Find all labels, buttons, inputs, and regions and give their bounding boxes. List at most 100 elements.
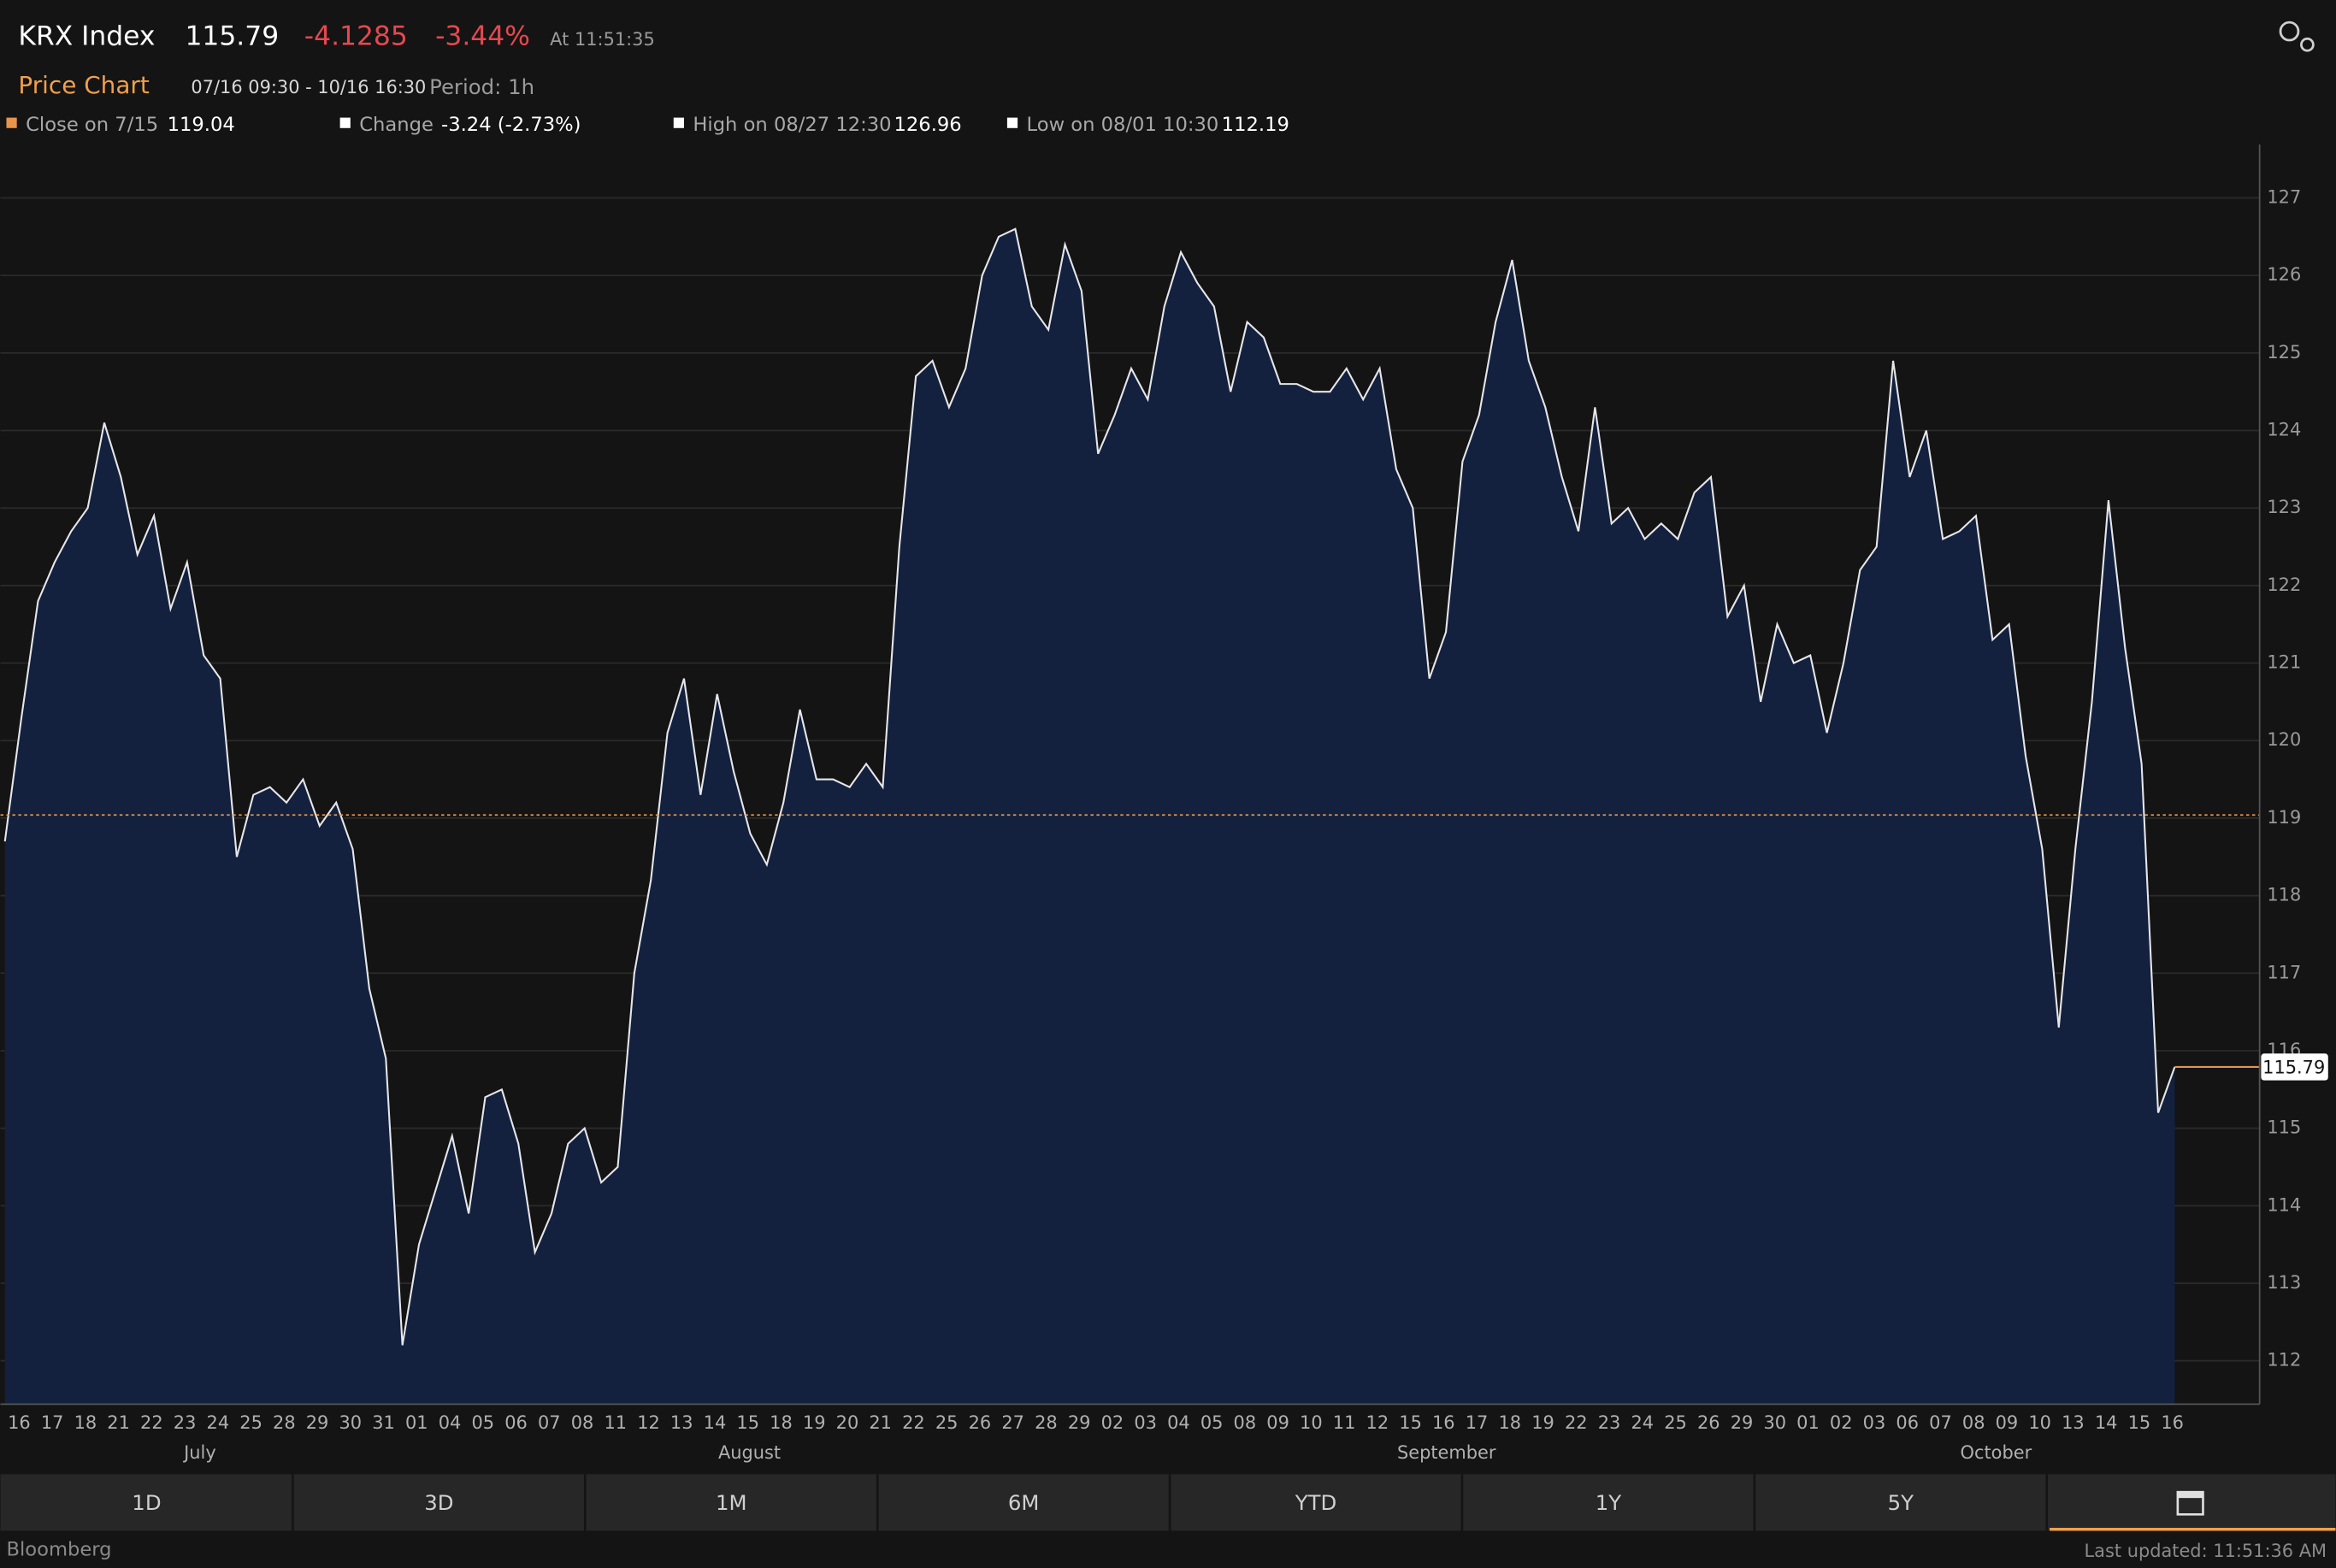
range-button-label[interactable]: 5Y [1888,1490,1914,1515]
x-tick-label: 17 [1466,1412,1489,1433]
x-tick-label: 25 [1664,1412,1687,1433]
chart-label: Price Chart [18,71,149,99]
stat-value: 119.04 [168,114,235,136]
month-label: July [182,1442,216,1463]
x-tick-label: 24 [1631,1412,1654,1433]
brand: Bloomberg [6,1539,111,1561]
x-tick-label: 14 [2095,1412,2118,1433]
x-tick-label: 16 [8,1412,31,1433]
x-tick-label: 02 [1101,1412,1124,1433]
x-tick-label: 15 [736,1412,759,1433]
stat-value: 112.19 [1222,114,1289,136]
x-tick-label: 13 [670,1412,693,1433]
month-label: August [718,1442,781,1463]
x-tick-label: 22 [902,1412,925,1433]
calendar-button[interactable] [2050,1490,2336,1531]
x-tick-label: 01 [405,1412,428,1433]
stat-value: -3.24 (-2.73%) [441,114,581,136]
range-button-label[interactable]: 1D [132,1490,161,1515]
quote-time: At 11:51:35 [550,29,655,50]
x-tick-label: 27 [1001,1412,1024,1433]
x-tick-label: 28 [1035,1412,1058,1433]
x-tick-label: 29 [306,1412,329,1433]
x-tick-label: 04 [439,1412,462,1433]
x-tick-label: 21 [107,1412,130,1433]
x-tick-label: 06 [504,1412,528,1433]
gear [2300,37,2315,52]
y-tick-label: 117 [2267,962,2301,982]
month-label: September [1397,1442,1496,1463]
x-tick-label: 18 [74,1412,97,1433]
x-tick-label: 26 [969,1412,992,1433]
range-button-label[interactable]: 3D [424,1490,453,1515]
y-tick-label: 121 [2267,652,2301,673]
y-tick-label: 125 [2267,342,2301,363]
y-tick-label: 126 [2267,264,2301,285]
pct-change: -3.44% [435,21,530,52]
x-tick-label: 02 [1830,1412,1853,1433]
stat-label: Low on 08/01 10:30 [1027,114,1219,136]
x-tick-label: 30 [1763,1412,1786,1433]
net-change: -4.1285 [304,21,408,52]
x-tick-label: 25 [935,1412,959,1433]
x-tick-label: 28 [273,1412,296,1433]
legend-swatch [339,117,351,128]
legend-swatch [1006,117,1018,128]
x-tick-label: 29 [1068,1412,1091,1433]
legend-swatch [6,117,17,128]
x-tick-label: 16 [1432,1412,1455,1433]
range-button-label[interactable]: 6M [1008,1490,1040,1515]
x-tick-label: 12 [637,1412,660,1433]
range-button-label[interactable]: YTD [1295,1490,1337,1515]
x-tick-label: 18 [770,1412,793,1433]
last-price-tag-label: 115.79 [2262,1058,2325,1078]
x-tick-label: 08 [1234,1412,1257,1433]
x-tick-label: 31 [372,1412,395,1433]
y-tick-label: 123 [2267,497,2301,517]
last-updated: Last updated: 11:51:36 AM [2085,1541,2327,1561]
gear [2279,21,2300,42]
x-tick-label: 08 [571,1412,594,1433]
range-button-label[interactable]: 1Y [1596,1490,1622,1515]
x-tick-label: 12 [1366,1412,1389,1433]
symbol: KRX Index [18,21,155,52]
price-line [3,227,2176,1346]
x-tick-label: 15 [1399,1412,1422,1433]
y-tick-label: 113 [2267,1272,2301,1293]
x-tick-label: 07 [538,1412,561,1433]
x-tick-label: 26 [1697,1412,1720,1433]
period: Period: 1h [429,74,534,99]
legend-swatch [673,117,684,128]
y-tick-label: 120 [2267,729,2301,750]
y-tick-label: 124 [2267,420,2301,440]
month-label: October [1961,1442,2032,1463]
x-tick-label: 13 [2062,1412,2085,1433]
y-tick-label: 114 [2267,1194,2301,1215]
x-tick-label: 16 [2161,1412,2184,1433]
stat-label: Change [359,114,434,136]
x-tick-label: 29 [1731,1412,1754,1433]
x-tick-label: 21 [869,1412,892,1433]
x-tick-label: 10 [2028,1412,2051,1433]
range-bar [0,1474,2336,1531]
x-tick-label: 25 [239,1412,263,1433]
range-button-label[interactable]: 1M [716,1490,747,1515]
settings-icon[interactable] [2279,21,2315,52]
stats-row: Close on 7/15 119.04 Change -3.24 (-2.73%) H… [6,114,1289,136]
x-tick-label: 06 [1896,1412,1919,1433]
y-tick-label: 115 [2267,1117,2301,1138]
x-tick-label: 11 [1333,1412,1356,1433]
x-tick-label: 23 [1598,1412,1621,1433]
x-tick-label: 04 [1167,1412,1190,1433]
calendar-icon [2177,1492,2203,1499]
x-tick-label: 03 [1134,1412,1157,1433]
stat-label: Close on 7/15 [26,114,158,136]
x-tick-label: 07 [1929,1412,1952,1433]
y-tick-label: 127 [2267,187,2301,208]
x-tick-label: 14 [704,1412,727,1433]
x-tick-label: 05 [1200,1412,1224,1433]
y-tick-label: 118 [2267,885,2301,905]
x-tick-label: 08 [1962,1412,1985,1433]
